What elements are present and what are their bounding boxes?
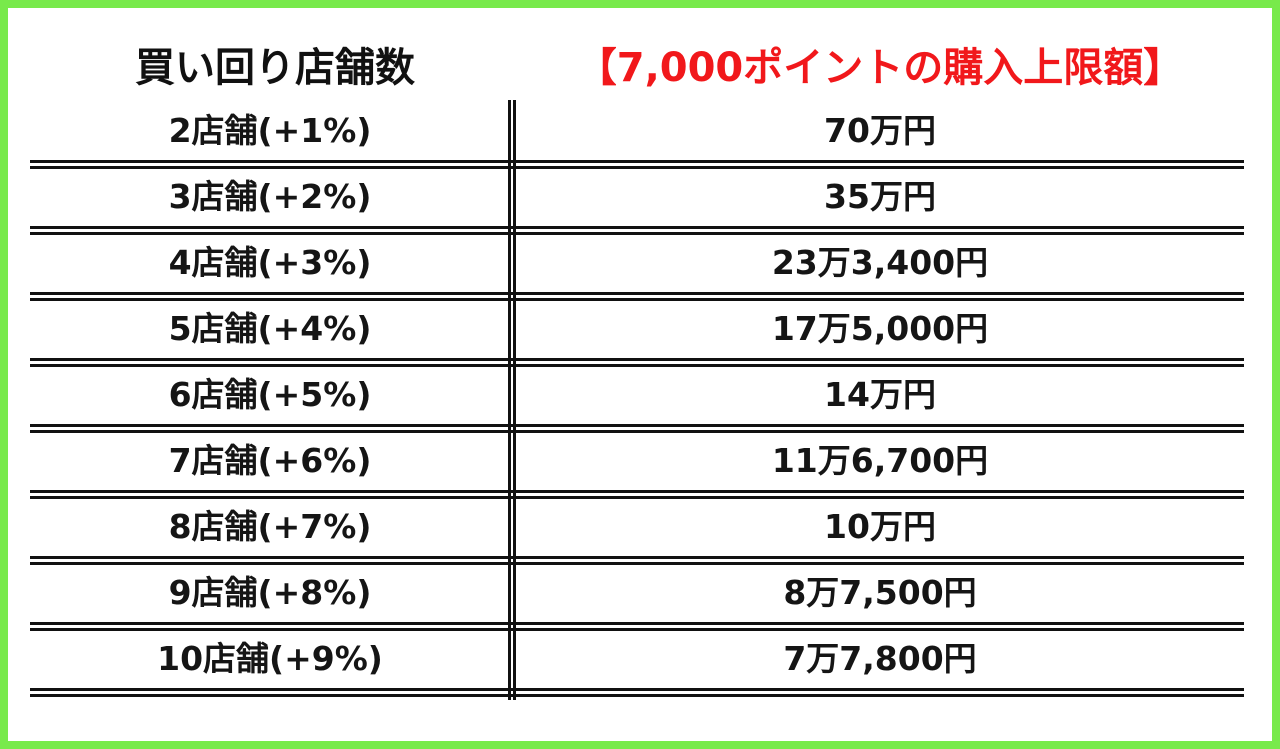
table-row: 10店舗(+9%) 7万7,800円 bbox=[30, 628, 1244, 694]
stores-cell: 8店舗(+7%) bbox=[168, 507, 372, 546]
row-divider bbox=[30, 562, 1244, 565]
row-divider bbox=[30, 622, 1244, 625]
table-row: 7店舗(+6%) 11万6,700円 bbox=[30, 430, 1244, 496]
row-divider bbox=[30, 556, 1244, 559]
table-row: 8店舗(+7%) 10万円 bbox=[30, 496, 1244, 562]
limit-cell: 35万円 bbox=[824, 177, 936, 216]
table-rows: 2店舗(+1%) 70万円 3店舗(+2%) 35万円 4店舗(+3%) 23万… bbox=[30, 100, 1244, 700]
table-row: 4店舗(+3%) 23万3,400円 bbox=[30, 232, 1244, 298]
row-divider bbox=[30, 226, 1244, 229]
row-divider bbox=[30, 496, 1244, 499]
header-stores-title: 買い回り店舗数 bbox=[135, 45, 415, 91]
row-divider bbox=[30, 688, 1244, 691]
row-divider bbox=[30, 232, 1244, 235]
limit-cell: 8万7,500円 bbox=[783, 573, 977, 612]
stores-cell: 4店舗(+3%) bbox=[168, 243, 372, 282]
stores-cell: 9店舗(+8%) bbox=[168, 573, 372, 612]
stores-cell: 5店舗(+4%) bbox=[168, 309, 372, 348]
table-row: 5店舗(+4%) 17万5,000円 bbox=[30, 298, 1244, 364]
row-divider bbox=[30, 292, 1244, 295]
limit-cell: 17万5,000円 bbox=[771, 309, 989, 348]
row-divider bbox=[30, 160, 1244, 163]
stores-cell: 3店舗(+2%) bbox=[168, 177, 372, 216]
row-divider bbox=[30, 364, 1244, 367]
row-divider bbox=[30, 430, 1244, 433]
stores-cell: 10店舗(+9%) bbox=[157, 639, 383, 678]
table-row: 6店舗(+5%) 14万円 bbox=[30, 364, 1244, 430]
row-divider bbox=[30, 298, 1244, 301]
limit-cell: 14万円 bbox=[824, 375, 936, 414]
table-row: 9店舗(+8%) 8万7,500円 bbox=[30, 562, 1244, 628]
row-divider bbox=[30, 694, 1244, 697]
limit-cell: 70万円 bbox=[824, 111, 936, 150]
row-divider bbox=[30, 490, 1244, 493]
table-row: 3店舗(+2%) 35万円 bbox=[30, 166, 1244, 232]
limit-cell: 7万7,800円 bbox=[783, 639, 977, 678]
limit-cell: 11万6,700円 bbox=[771, 441, 989, 480]
column-divider bbox=[513, 100, 516, 700]
stores-cell: 2店舗(+1%) bbox=[168, 111, 372, 150]
row-divider bbox=[30, 166, 1244, 169]
stores-cell: 7店舗(+6%) bbox=[168, 441, 372, 480]
header-limit-title: 【7,000ポイントの購入上限額】 bbox=[576, 45, 1184, 91]
stores-cell: 6店舗(+5%) bbox=[168, 375, 372, 414]
limit-cell: 23万3,400円 bbox=[771, 243, 989, 282]
row-divider bbox=[30, 424, 1244, 427]
column-divider bbox=[508, 100, 511, 700]
table-row: 2店舗(+1%) 70万円 bbox=[30, 100, 1244, 166]
store-limit-table: 2店舗(+1%) 70万円 3店舗(+2%) 35万円 4店舗(+3%) 23万… bbox=[30, 100, 1244, 700]
limit-cell: 10万円 bbox=[824, 507, 936, 546]
row-divider bbox=[30, 628, 1244, 631]
row-divider bbox=[30, 358, 1244, 361]
